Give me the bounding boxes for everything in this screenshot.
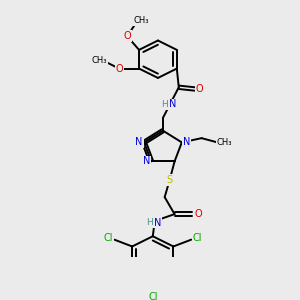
Text: O: O (116, 64, 123, 74)
Text: S: S (167, 175, 173, 185)
Text: N: N (154, 218, 161, 228)
Text: H: H (161, 100, 168, 109)
Text: CH₃: CH₃ (133, 16, 149, 26)
Text: CH₃: CH₃ (217, 138, 232, 147)
Text: N: N (135, 137, 143, 147)
Text: O: O (123, 31, 131, 41)
Text: Cl: Cl (192, 233, 202, 243)
Text: O: O (196, 84, 203, 94)
Text: H: H (146, 218, 153, 227)
Text: N: N (183, 137, 190, 147)
Text: Cl: Cl (148, 292, 158, 300)
Text: N: N (142, 156, 150, 167)
Text: N: N (169, 99, 176, 109)
Text: O: O (194, 209, 202, 219)
Text: Cl: Cl (104, 233, 113, 243)
Text: CH₃: CH₃ (92, 56, 107, 65)
